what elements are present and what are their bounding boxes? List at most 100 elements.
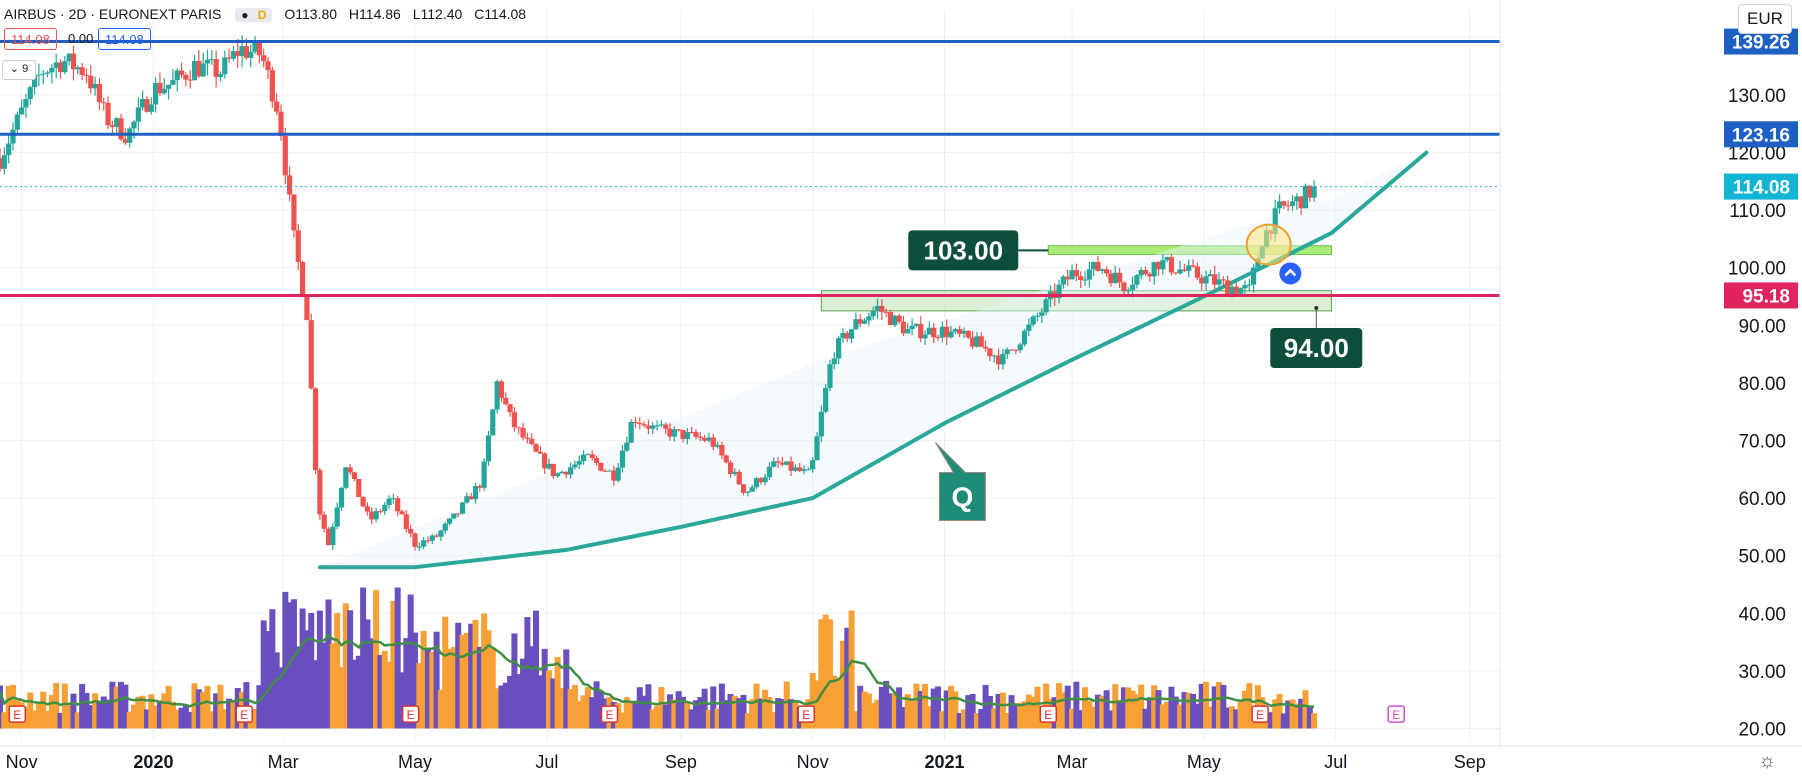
price-tick-label: 120.00	[1728, 143, 1786, 164]
earnings-marker-label: E	[1392, 708, 1400, 722]
candle-body	[395, 498, 401, 512]
volume-bar	[792, 700, 799, 729]
volume-bar	[714, 708, 721, 729]
earnings-marker-box	[1039, 705, 1058, 723]
volume-bar	[645, 684, 652, 729]
candle-body	[827, 364, 833, 388]
volume-bar	[1177, 704, 1184, 729]
candle-body	[836, 338, 842, 359]
candle-body	[606, 470, 613, 472]
candle-body	[1186, 265, 1192, 271]
price-tick-label: 60.00	[1738, 489, 1786, 510]
volume-bar	[403, 638, 410, 729]
candle-body	[792, 467, 798, 471]
candle-body	[170, 80, 176, 85]
ask-price-button[interactable]: 114.08	[98, 28, 151, 50]
candle-body	[1311, 186, 1317, 198]
volume-bar	[654, 705, 661, 729]
settings-gear-icon[interactable]: ☼	[1758, 750, 1777, 772]
candle-body	[762, 477, 768, 483]
volume-bar	[156, 700, 163, 729]
candle-body	[805, 469, 811, 471]
candle-body	[645, 425, 652, 429]
volume-bar	[1276, 694, 1283, 729]
candle-body	[304, 296, 310, 321]
earnings-marker-icon[interactable]: E	[600, 705, 619, 723]
candle-body	[1177, 269, 1183, 274]
candle-body	[291, 194, 297, 231]
candle-body	[287, 175, 293, 195]
candle-body	[801, 469, 807, 472]
volume-bar	[831, 675, 838, 729]
bid-price-button[interactable]: 114.08	[4, 28, 57, 50]
candle-body	[611, 470, 617, 481]
volume-bar	[589, 697, 596, 729]
earnings-marker-icon[interactable]: E	[235, 705, 253, 723]
earnings-marker-icon[interactable]: E	[8, 705, 27, 723]
symbol-title[interactable]: AIRBUS · 2D · EURONEXT PARIS	[4, 6, 222, 22]
candle-body	[1203, 276, 1209, 284]
volume-bar	[273, 652, 280, 729]
candle-body	[1013, 349, 1019, 351]
volume-bar	[321, 642, 328, 729]
candle-body	[533, 444, 539, 452]
candle-body	[1104, 269, 1110, 274]
candle-body	[624, 442, 630, 451]
earnings-marker-icon[interactable]: E	[1251, 705, 1269, 723]
earnings-marker-icon[interactable]: E	[1387, 705, 1406, 723]
candle-body	[870, 311, 876, 317]
volume-bar	[243, 682, 250, 729]
volume-bar	[584, 687, 591, 729]
volume-bar	[1233, 709, 1240, 729]
volume-bar	[221, 709, 228, 729]
candle-body	[935, 337, 941, 339]
candle-body	[252, 41, 258, 52]
candle-body	[654, 425, 660, 427]
time-tick-label: May	[398, 752, 432, 772]
volume-bar	[1056, 683, 1063, 729]
volume-bar	[775, 698, 782, 729]
time-axis[interactable]: Nov 2020 Mar May Jul Sep Nov 2021 Mar May Jul Sep	[6, 752, 1486, 772]
candle-body	[399, 511, 405, 515]
volume-bar	[1125, 687, 1132, 729]
earnings-marker-icon[interactable]: E	[401, 705, 420, 723]
candle-body	[317, 470, 323, 515]
volume-bar	[360, 587, 367, 729]
candle-body	[429, 535, 435, 541]
volume-bar	[688, 709, 695, 729]
volume-bar	[809, 672, 816, 729]
volume-bar	[476, 646, 483, 729]
volume-bar	[593, 681, 600, 729]
alert-marker-icon[interactable]	[1279, 262, 1302, 285]
earnings-marker-icon[interactable]: E	[1039, 705, 1058, 723]
candle-body	[1069, 270, 1075, 280]
volume-bar	[208, 711, 215, 729]
candle-body	[70, 53, 77, 70]
candle-body	[753, 478, 760, 488]
volume-bar	[386, 661, 393, 729]
price-axis[interactable]: 140.00130.00120.00110.00100.0090.0080.00…	[1724, 28, 1798, 740]
earnings-marker-label: E	[13, 708, 21, 722]
candle-body	[494, 381, 500, 410]
volume-bar	[252, 709, 259, 729]
volume-bar	[1021, 701, 1028, 729]
candle-body	[957, 329, 963, 334]
volume-bar	[329, 643, 336, 729]
indicators-toggle-button[interactable]: ⌄ 9	[2, 60, 36, 80]
volume-bar	[939, 711, 946, 729]
currency-button[interactable]: EUR	[1738, 4, 1792, 34]
candle-body	[1142, 269, 1149, 274]
candle-body	[1173, 272, 1179, 274]
price-tick-label: 110.00	[1729, 201, 1786, 222]
candle-body	[771, 461, 777, 467]
volume-bar	[705, 709, 712, 729]
candle-body	[1082, 279, 1088, 281]
volume-bar	[896, 687, 903, 729]
candle-body	[779, 462, 786, 465]
candle-body	[831, 358, 837, 365]
earnings-marker-icon[interactable]: E	[797, 705, 815, 723]
candle-body	[148, 104, 154, 112]
time-tick-label: Nov	[6, 752, 38, 772]
candle-body	[36, 74, 42, 76]
